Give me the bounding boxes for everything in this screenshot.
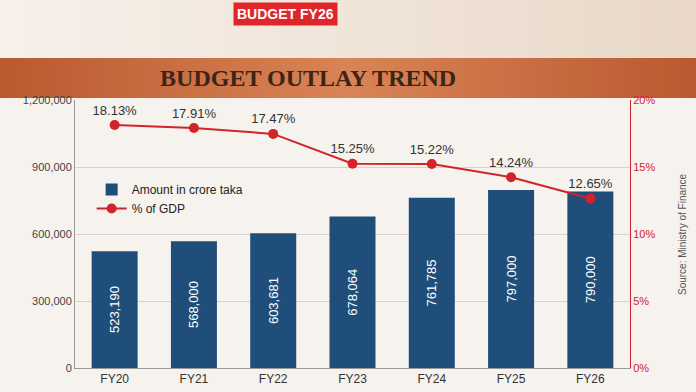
svg-text:FY20: FY20 <box>100 372 129 386</box>
svg-text:FY25: FY25 <box>497 372 526 386</box>
svg-text:14.24%: 14.24% <box>489 155 534 170</box>
svg-text:900,000: 900,000 <box>32 161 72 173</box>
svg-text:BUDGET OUTLAY TREND: BUDGET OUTLAY TREND <box>160 65 456 91</box>
svg-text:1,200,000: 1,200,000 <box>23 94 72 106</box>
svg-text:FY21: FY21 <box>180 372 209 386</box>
svg-text:Amount in crore taka: Amount in crore taka <box>132 183 243 197</box>
svg-text:% of GDP: % of GDP <box>132 202 185 216</box>
svg-text:523,190: 523,190 <box>107 286 122 333</box>
svg-text:5%: 5% <box>633 295 649 307</box>
svg-text:17.91%: 17.91% <box>172 106 217 121</box>
svg-text:15.25%: 15.25% <box>330 141 375 156</box>
svg-text:678,064: 678,064 <box>345 269 360 316</box>
svg-text:761,785: 761,785 <box>424 259 439 306</box>
svg-text:300,000: 300,000 <box>32 295 72 307</box>
svg-text:10%: 10% <box>633 228 655 240</box>
svg-text:600,000: 600,000 <box>32 228 72 240</box>
svg-text:17.47%: 17.47% <box>251 111 296 126</box>
svg-text:0%: 0% <box>633 362 649 374</box>
svg-text:20%: 20% <box>633 94 655 106</box>
svg-text:790,000: 790,000 <box>583 256 598 303</box>
svg-text:FY23: FY23 <box>338 372 367 386</box>
svg-text:15.22%: 15.22% <box>410 142 455 157</box>
svg-text:0: 0 <box>66 362 72 374</box>
svg-text:568,000: 568,000 <box>186 281 201 328</box>
svg-text:15%: 15% <box>633 161 655 173</box>
svg-text:BUDGET FY26: BUDGET FY26 <box>237 6 334 22</box>
svg-text:Source: Ministry of Finance: Source: Ministry of Finance <box>677 173 688 295</box>
svg-text:797,000: 797,000 <box>504 256 519 303</box>
svg-text:12.65%: 12.65% <box>568 176 613 191</box>
svg-text:18.13%: 18.13% <box>93 103 138 118</box>
svg-text:FY26: FY26 <box>576 372 605 386</box>
svg-text:603,681: 603,681 <box>266 277 281 324</box>
svg-text:FY22: FY22 <box>259 372 288 386</box>
svg-text:FY24: FY24 <box>417 372 446 386</box>
